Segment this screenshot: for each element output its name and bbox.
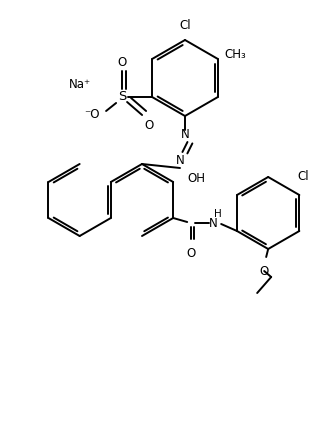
Text: O: O xyxy=(187,247,196,260)
Text: Cl: Cl xyxy=(179,19,191,32)
Text: H: H xyxy=(214,209,222,219)
Text: O: O xyxy=(118,56,127,69)
Text: ⁻O: ⁻O xyxy=(85,108,100,122)
Text: N: N xyxy=(176,154,184,166)
Text: O: O xyxy=(260,265,269,278)
Text: Na⁺: Na⁺ xyxy=(69,79,91,92)
Text: N: N xyxy=(181,128,189,141)
Text: Cl: Cl xyxy=(297,170,309,183)
Text: CH₃: CH₃ xyxy=(224,49,246,61)
Text: OH: OH xyxy=(187,172,205,184)
Text: S: S xyxy=(118,90,126,104)
Text: N: N xyxy=(209,216,218,230)
Text: O: O xyxy=(144,119,153,132)
